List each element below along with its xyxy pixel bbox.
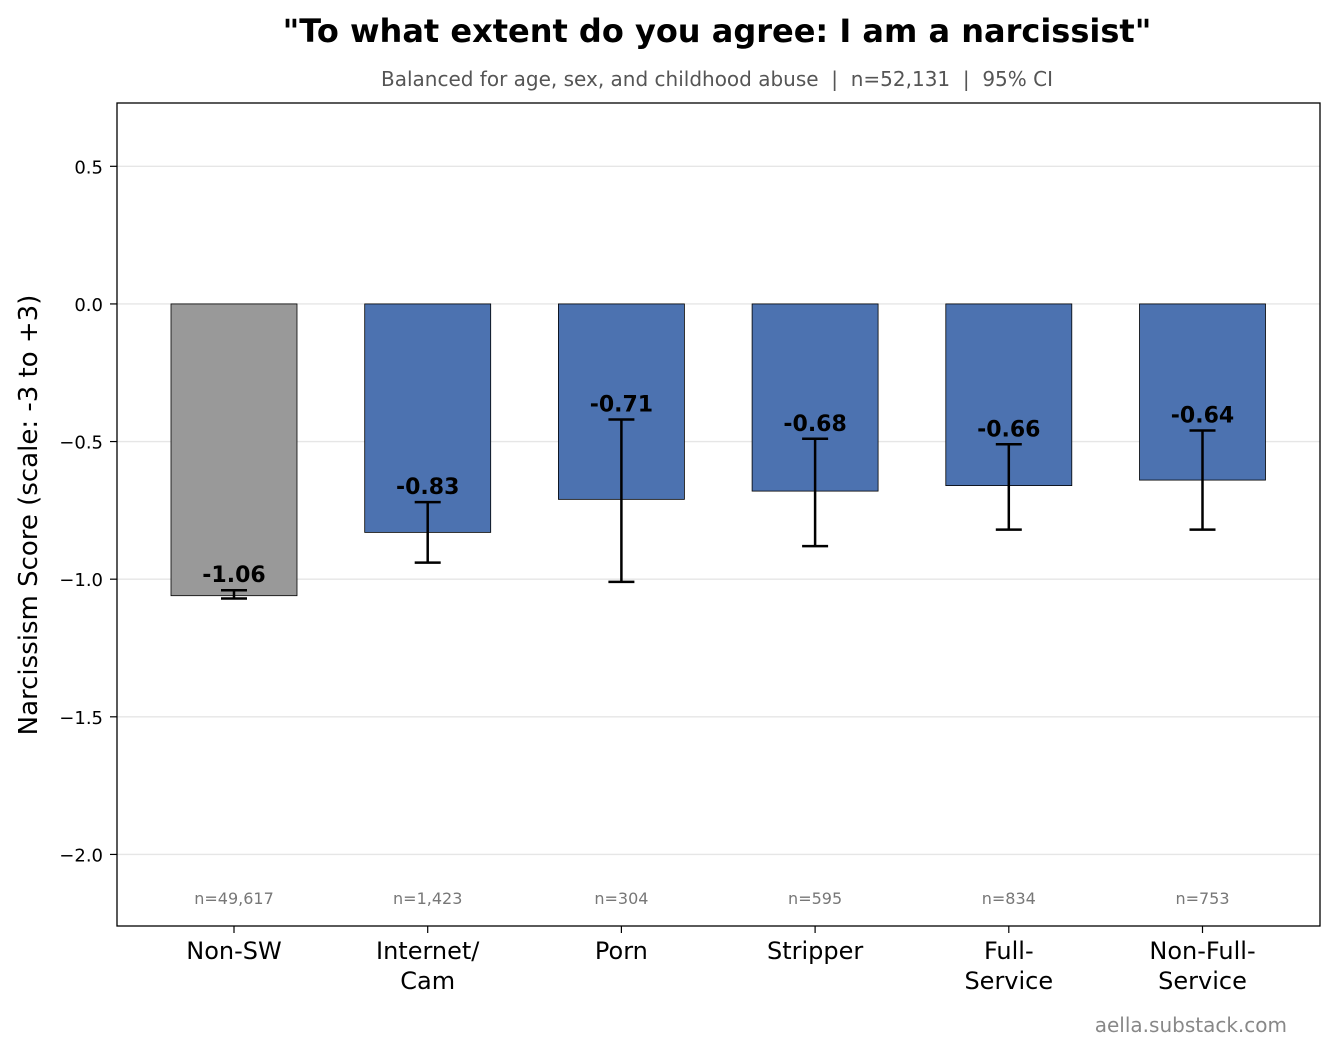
x-tick-label: Non-SW <box>186 937 281 965</box>
value-label: -0.83 <box>396 475 459 500</box>
labels: -1.06 n=49,617 -0.83 n=1,423 -0.71 n=304 -0.68… <box>194 393 1234 908</box>
y-tick-label: −1.0 <box>59 570 103 591</box>
x-tick-label: Full-Service <box>964 937 1053 995</box>
y-tick-label: −2.0 <box>59 845 103 866</box>
bars <box>170 303 1266 597</box>
bar <box>364 303 492 533</box>
value-label: -1.06 <box>202 563 265 588</box>
footer-credit: aella.substack.com <box>1095 1013 1287 1037</box>
gridlines <box>117 165 1320 856</box>
error-bars <box>221 418 1216 600</box>
y-tick-label: 0.5 <box>74 157 103 178</box>
bar <box>170 303 298 597</box>
chart-title: "To what extent do you agree: I am a nar… <box>283 12 1152 50</box>
sample-size-label: n=304 <box>594 889 648 908</box>
y-tick-label: −0.5 <box>59 433 103 454</box>
y-tick-label: 0.0 <box>74 295 103 316</box>
x-tick-label: Internet/Cam <box>376 937 480 995</box>
x-tick-label: Stripper <box>767 937 863 965</box>
y-axis-label: Narcissism Score (scale: -3 to +3) <box>14 295 44 736</box>
x-tick-label: Non-Full-Service <box>1149 937 1255 995</box>
plot-frame <box>116 102 1321 927</box>
sample-size-label: n=753 <box>1175 889 1229 908</box>
x-tick-label: Porn <box>595 937 648 965</box>
value-label: -0.71 <box>590 393 653 418</box>
value-label: -0.64 <box>1171 404 1234 429</box>
sample-size-label: n=49,617 <box>194 889 274 908</box>
sample-size-label: n=834 <box>982 889 1036 908</box>
axes: 0.5 0.0 −0.5 −1.0 −1.5 −2.0 Non-SW Internet/Cam… <box>59 157 1255 995</box>
value-label: -0.68 <box>783 412 846 437</box>
chart-subtitle: Balanced for age, sex, and childhood abu… <box>381 67 1053 91</box>
sample-size-label: n=595 <box>788 889 842 908</box>
y-tick-label: −1.5 <box>59 708 103 729</box>
sample-size-label: n=1,423 <box>393 889 462 908</box>
value-label: -0.66 <box>977 417 1040 442</box>
